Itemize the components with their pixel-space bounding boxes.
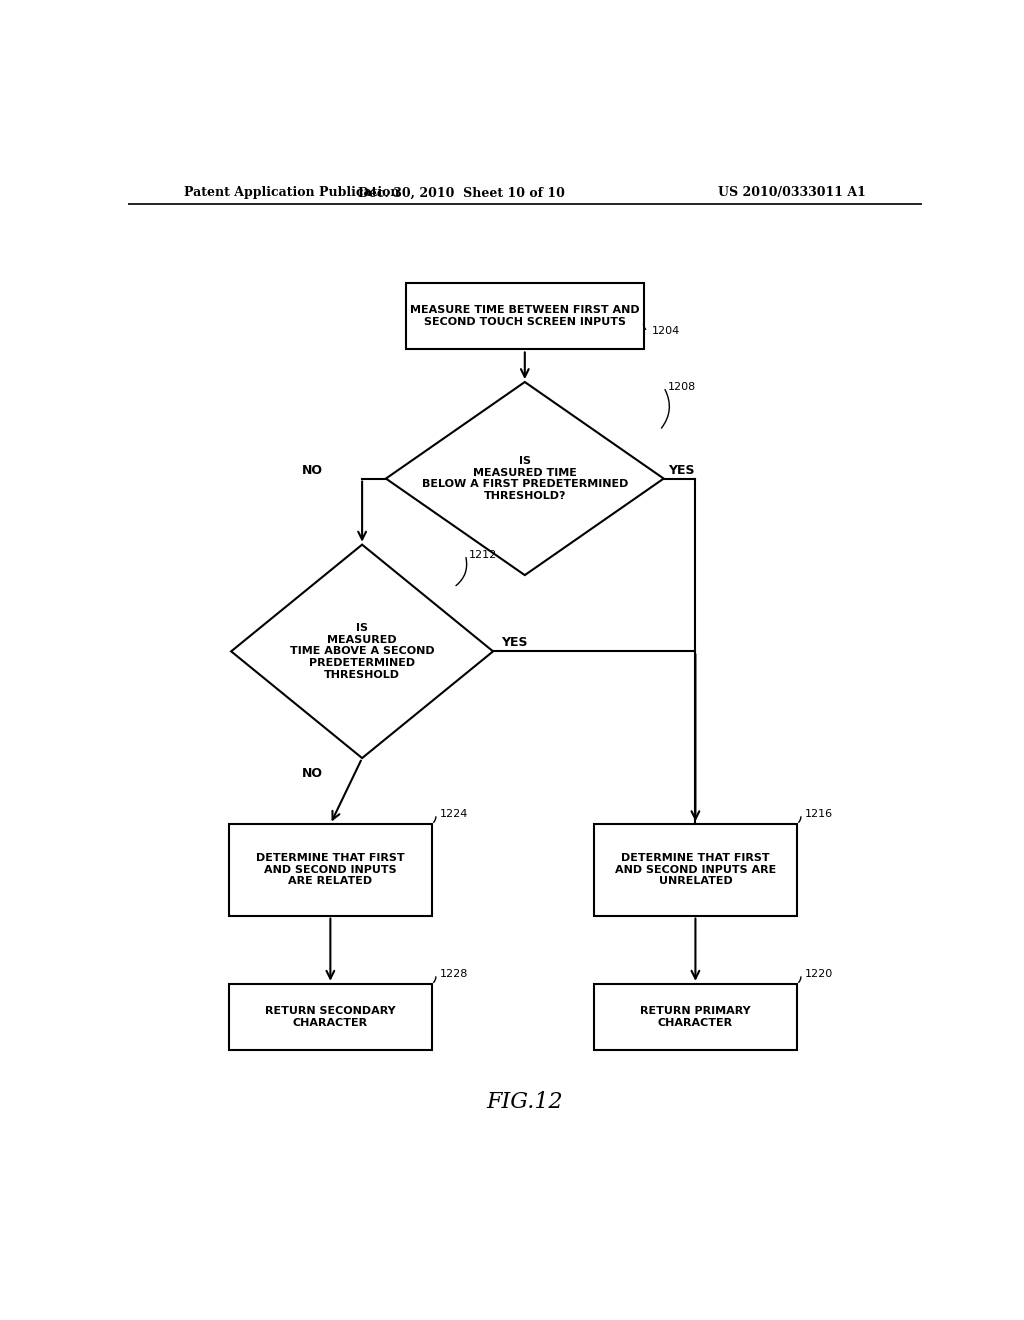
Text: NO: NO <box>301 463 323 477</box>
Text: Patent Application Publication: Patent Application Publication <box>183 186 399 199</box>
FancyBboxPatch shape <box>229 824 431 916</box>
Text: IS
MEASURED
TIME ABOVE A SECOND
PREDETERMINED
THRESHOLD: IS MEASURED TIME ABOVE A SECOND PREDETER… <box>290 623 434 680</box>
Text: 1228: 1228 <box>439 969 468 979</box>
Text: 1220: 1220 <box>805 969 833 979</box>
Text: 1212: 1212 <box>469 550 498 560</box>
Text: RETURN PRIMARY
CHARACTER: RETURN PRIMARY CHARACTER <box>640 1006 751 1028</box>
Text: 1224: 1224 <box>439 809 468 818</box>
FancyBboxPatch shape <box>406 282 644 348</box>
Text: NO: NO <box>301 767 323 780</box>
Text: US 2010/0333011 A1: US 2010/0333011 A1 <box>718 186 866 199</box>
Text: 1204: 1204 <box>652 326 680 337</box>
Text: YES: YES <box>668 463 694 477</box>
Text: DETERMINE THAT FIRST
AND SECOND INPUTS
ARE RELATED: DETERMINE THAT FIRST AND SECOND INPUTS A… <box>256 853 404 887</box>
Text: 1216: 1216 <box>805 809 833 818</box>
Text: DETERMINE THAT FIRST
AND SECOND INPUTS ARE
UNRELATED: DETERMINE THAT FIRST AND SECOND INPUTS A… <box>614 853 776 887</box>
Text: RETURN SECONDARY
CHARACTER: RETURN SECONDARY CHARACTER <box>265 1006 395 1028</box>
FancyBboxPatch shape <box>594 985 797 1051</box>
Polygon shape <box>386 381 664 576</box>
Text: FIG.12: FIG.12 <box>486 1090 563 1113</box>
Text: IS
MEASURED TIME
BELOW A FIRST PREDETERMINED
THRESHOLD?: IS MEASURED TIME BELOW A FIRST PREDETERM… <box>422 457 628 502</box>
FancyBboxPatch shape <box>229 985 431 1051</box>
Polygon shape <box>231 545 494 758</box>
Text: MEASURE TIME BETWEEN FIRST AND
SECOND TOUCH SCREEN INPUTS: MEASURE TIME BETWEEN FIRST AND SECOND TO… <box>410 305 640 327</box>
FancyBboxPatch shape <box>594 824 797 916</box>
Text: Dec. 30, 2010  Sheet 10 of 10: Dec. 30, 2010 Sheet 10 of 10 <box>357 186 565 199</box>
Text: YES: YES <box>501 636 527 648</box>
Text: 1208: 1208 <box>668 381 696 392</box>
